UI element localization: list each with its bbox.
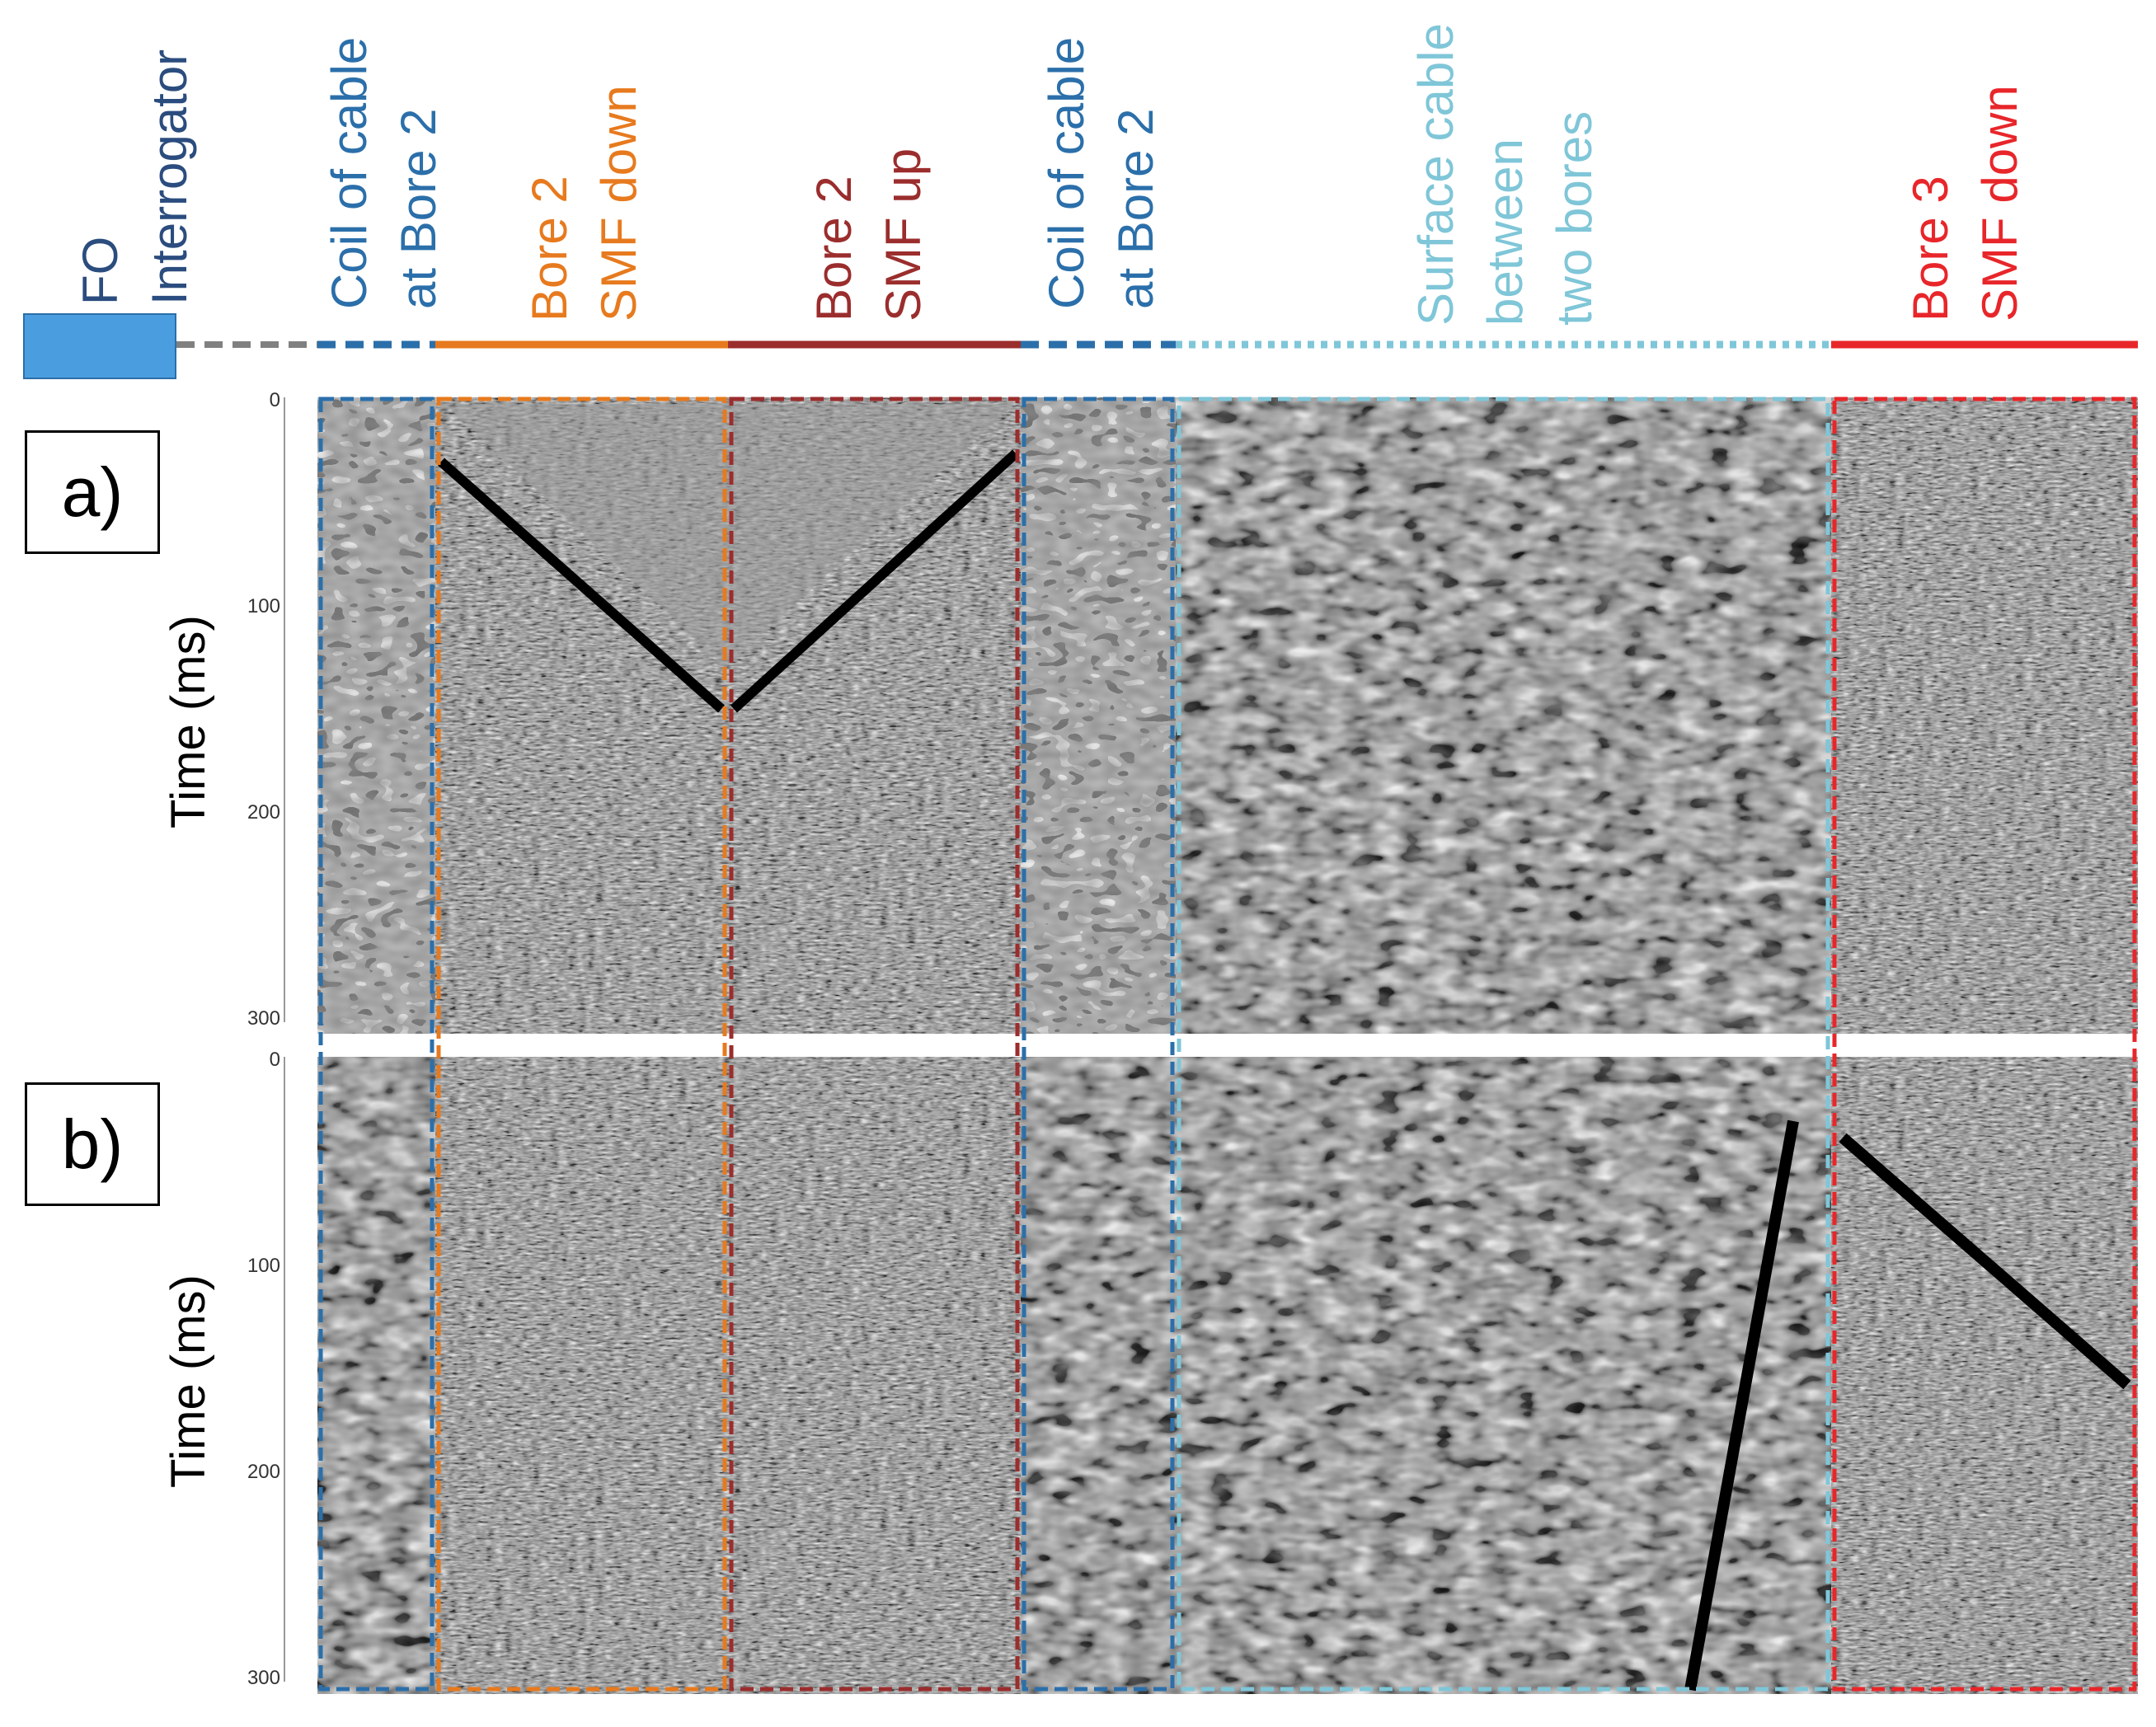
section-label-line: Surface cable	[1408, 23, 1463, 326]
section-label-line: between	[1477, 138, 1533, 326]
interrogator-label-line-1: FO	[73, 236, 128, 305]
panel-b-noise-bore2up	[728, 1057, 1021, 1694]
section-label-line: SMF down	[1972, 85, 2027, 321]
panel-b-seismic	[317, 1057, 2138, 1694]
section-label-line: two bores	[1547, 110, 1602, 326]
section-label-line: Coil of cable	[1039, 36, 1094, 309]
panel-a-arrival-down	[438, 458, 725, 713]
panel-b-noise-bore3	[1831, 1057, 2138, 1694]
panel-b-noise-coil1	[317, 1057, 435, 1694]
section-label-line: at Bore 2	[391, 108, 446, 310]
panel-b-label: b)	[25, 1082, 160, 1206]
section-frame-bore2-down	[436, 397, 727, 1692]
section-label-line: SMF down	[591, 85, 646, 321]
panel-b-noise-coil2	[1021, 1057, 1176, 1694]
panel-a-tick: 200	[247, 801, 280, 824]
section-label-bore3-down: Bore 3 SMF down	[1896, 85, 2035, 321]
fo-interrogator-box	[23, 313, 176, 379]
section-label-coil-2: Coil of cable at Bore 2	[1032, 37, 1171, 309]
section-label-line: Bore 3	[1903, 176, 1958, 321]
section-frame-bore2-up	[729, 397, 1020, 1692]
section-label-line: at Bore 2	[1108, 108, 1163, 310]
section-label-coil-1: Coil of cable at Bore 2	[315, 37, 453, 309]
panel-a-arrival-up	[730, 449, 1020, 713]
section-frame-surface	[1177, 397, 1830, 1692]
section-label-line: Coil of cable	[322, 36, 377, 309]
panel-b-noise-surface	[1176, 1057, 1831, 1694]
interrogator-label: FO Interrogator	[66, 49, 204, 305]
panel-b-tick: 200	[247, 1461, 280, 1483]
section-label-bore2-down: Bore 2 SMF down	[515, 85, 654, 321]
panel-b-tick: 0	[269, 1049, 280, 1071]
panel-a-noise-surface	[1176, 397, 1831, 1034]
panel-b-noise-bore2down	[435, 1057, 728, 1694]
panel-a-seismic	[317, 397, 2138, 1034]
section-frame-coil-1	[318, 397, 434, 1692]
panel-a-tick: 100	[247, 595, 280, 617]
section-label-line: SMF up	[876, 148, 931, 321]
panel-b-tick: 300	[247, 1667, 280, 1689]
panel-a-noise-coil1	[317, 397, 435, 1034]
panel-a-tick: 0	[269, 389, 280, 411]
section-label-surface: Surface cable between two bores	[1402, 23, 1609, 326]
panel-b-arrival-bore3	[1839, 1133, 2131, 1390]
section-label-bore2-up: Bore 2 SMF up	[800, 148, 938, 321]
panel-a-tick: 300	[247, 1007, 280, 1030]
panel-a-y-axis-title: Time (ms)	[162, 615, 215, 828]
panel-a-noise-bore3	[1831, 397, 2138, 1034]
panel-a-noise-coil2	[1021, 397, 1176, 1034]
interrogator-label-line-2: Interrogator	[142, 49, 197, 305]
panel-b-arrival-surface	[1684, 1119, 1799, 1692]
panel-a-label: a)	[25, 430, 160, 554]
panel-b-tick: 100	[247, 1255, 280, 1277]
section-frame-bore3-down	[1832, 397, 2137, 1692]
section-frame-coil-2	[1022, 397, 1175, 1692]
section-frames	[318, 397, 2137, 1692]
section-label-line: Bore 2	[522, 176, 577, 321]
panel-b-y-axis-title: Time (ms)	[162, 1274, 215, 1488]
section-label-line: Bore 2	[806, 176, 862, 321]
